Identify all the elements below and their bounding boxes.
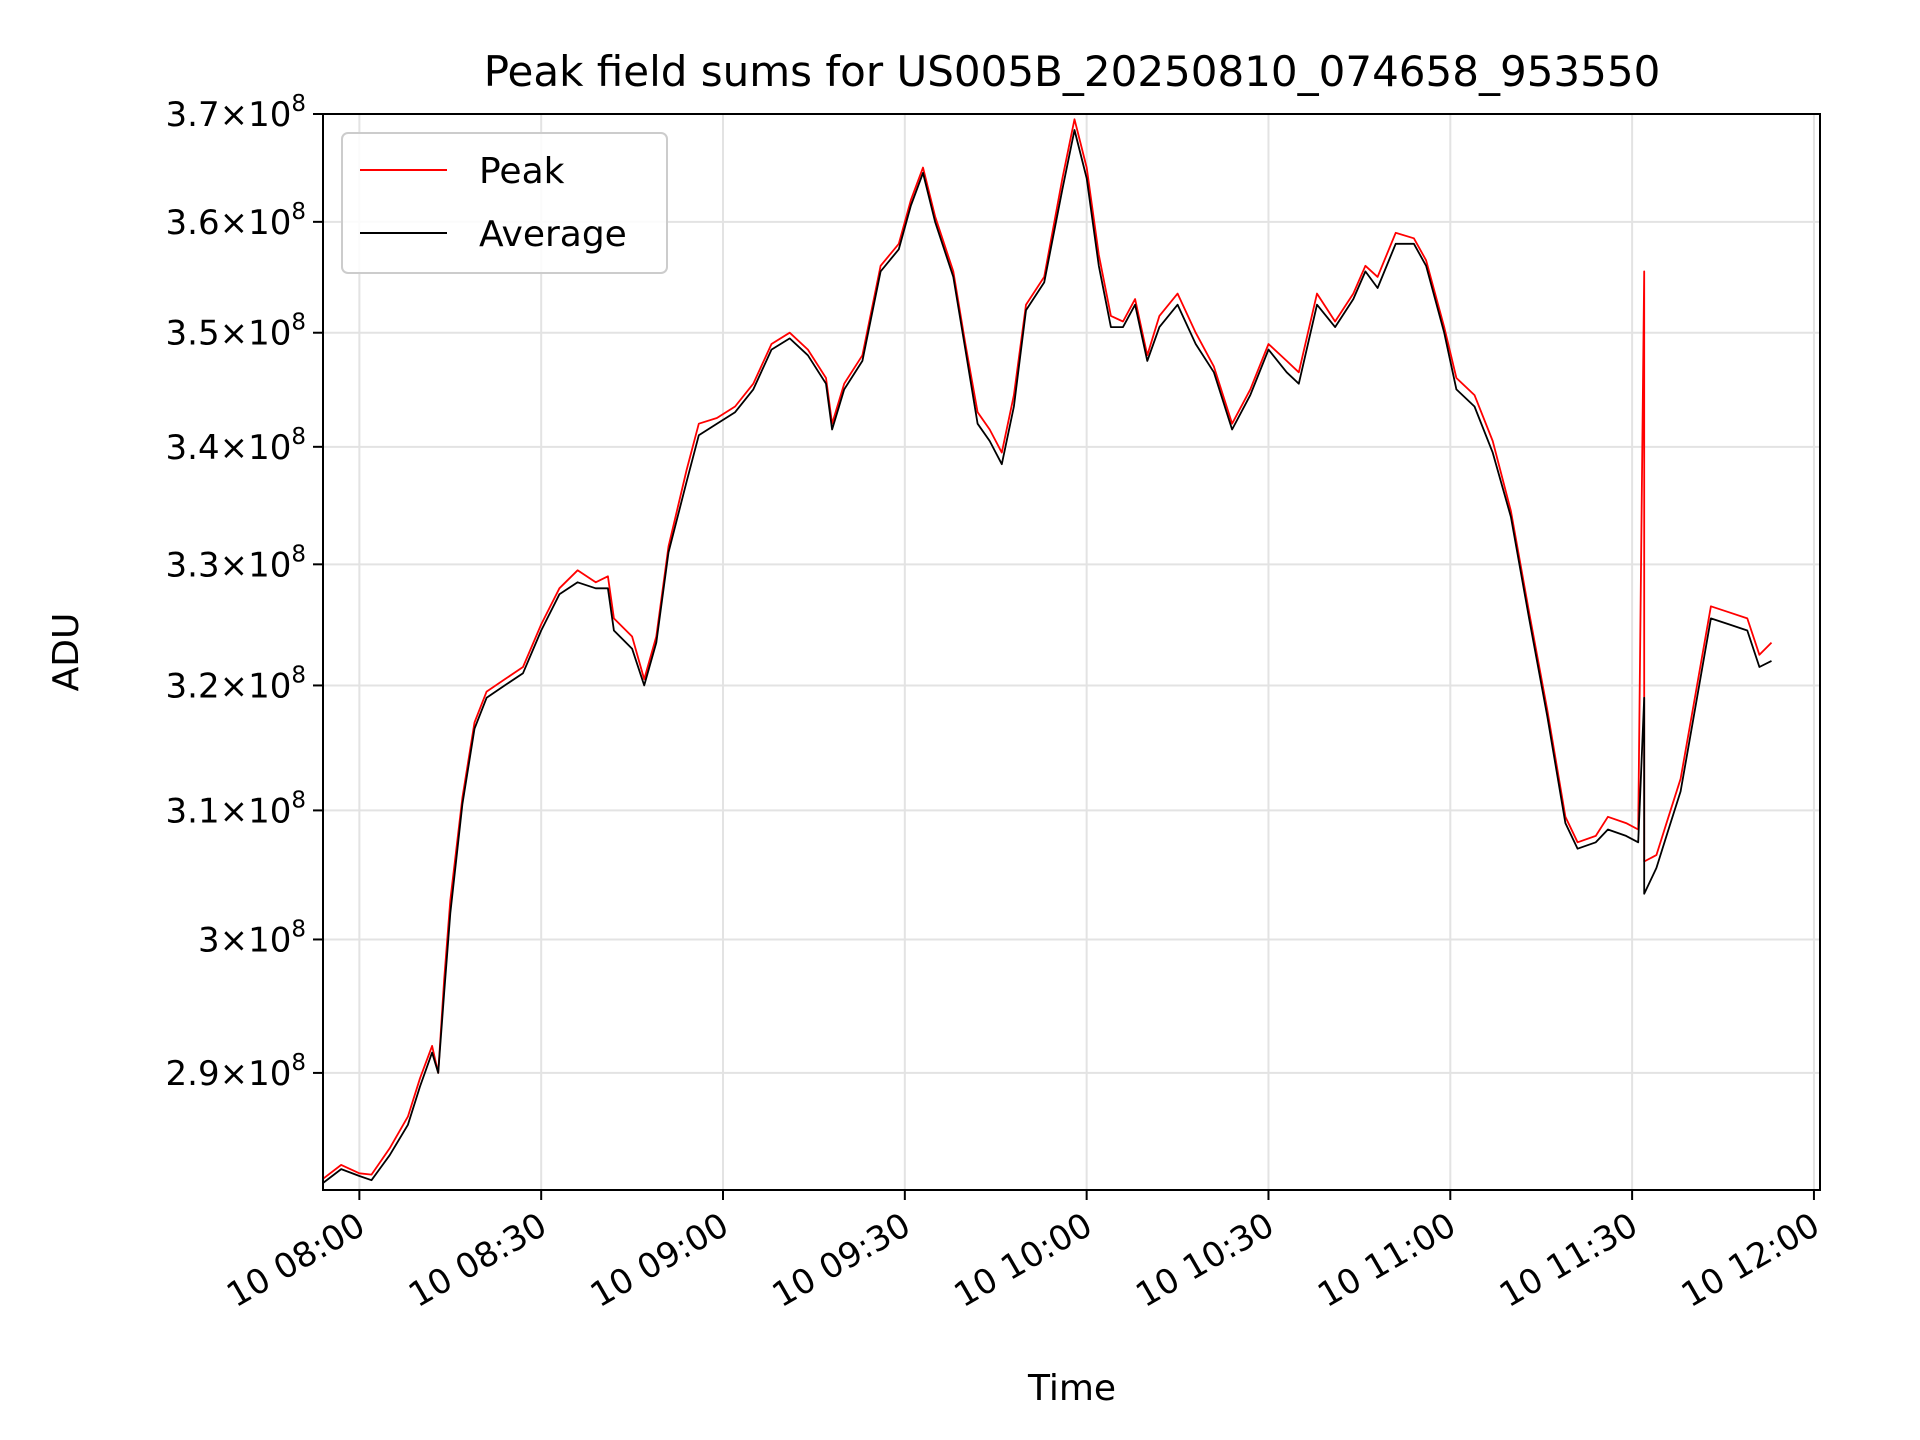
x-axis-label: Time: [1027, 1368, 1116, 1409]
y-tick-label: 3×108: [198, 916, 306, 960]
y-tick-label: 3.7×108: [166, 91, 306, 135]
legend-box: [341, 132, 668, 274]
series-line-average: [322, 129, 1772, 1184]
legend-label-average: Average: [479, 214, 627, 255]
y-tick-label: 3.6×108: [166, 199, 306, 243]
legend: Peak Average: [341, 132, 668, 274]
plot-frame: [322, 113, 1821, 1191]
series-line-peak: [322, 118, 1773, 1180]
legend-label-peak: Peak: [479, 151, 565, 192]
series-layer: [322, 118, 1773, 1184]
y-tick-label: 3.5×108: [166, 310, 306, 354]
chart-title: Peak field sums for US005B_20250810_0746…: [484, 47, 1661, 96]
y-tick-label: 3.2×108: [166, 662, 306, 706]
y-tick-label: 3.4×108: [166, 424, 306, 468]
y-axis-label: ADU: [46, 613, 87, 692]
y-tick-label: 3.1×108: [166, 787, 306, 831]
y-tick-label: 2.9×108: [166, 1050, 306, 1094]
y-tick-label: 3.3×108: [166, 541, 306, 585]
